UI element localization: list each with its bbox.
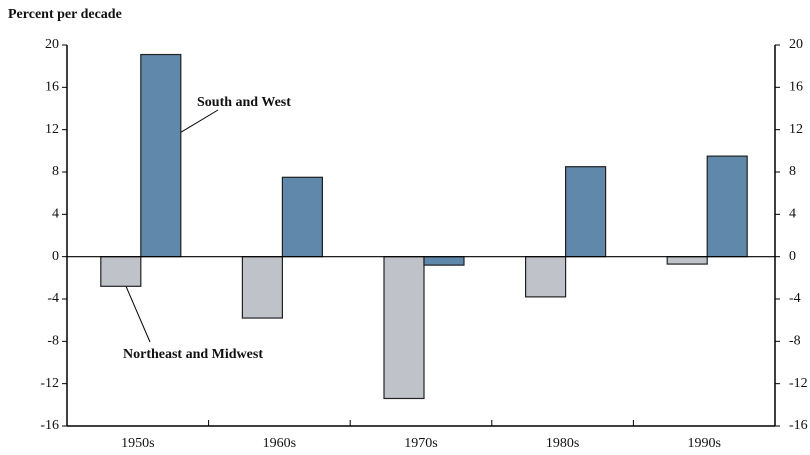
bar — [524, 256, 567, 298]
y-axis-label: Percent per decade — [8, 7, 122, 22]
y-tick-label: -12 — [40, 376, 59, 391]
y2-tick-label: 0 — [789, 249, 796, 264]
bar — [241, 256, 283, 319]
y2-tick-label: 8 — [789, 164, 796, 179]
y-tick-label: 20 — [45, 37, 59, 52]
bar — [140, 53, 182, 258]
bar — [281, 176, 323, 258]
y2-tick-label: 4 — [789, 207, 796, 222]
y-tick-label: 0 — [52, 249, 59, 264]
x-tick-label: 1950s — [121, 436, 154, 451]
x-tick-label: 1990s — [687, 436, 720, 451]
y2-tick-label: 20 — [789, 37, 803, 52]
bar — [666, 256, 708, 265]
x-tick-label: 1970s — [404, 436, 437, 451]
bar — [100, 256, 142, 287]
y-tick-label: -4 — [47, 291, 59, 306]
y2-tick-label: -4 — [789, 291, 801, 306]
y-tick-label: 8 — [52, 164, 59, 179]
bar — [423, 256, 465, 266]
y2-tick-label: -8 — [789, 334, 801, 349]
bar — [564, 166, 607, 258]
y2-tick-label: -12 — [789, 376, 808, 391]
bar — [706, 155, 748, 258]
bar — [383, 256, 425, 400]
y-tick-label: 16 — [45, 80, 59, 95]
y-tick-label: 4 — [52, 207, 59, 222]
x-tick-label: 1980s — [546, 436, 579, 451]
y-tick-label: -8 — [47, 334, 59, 349]
y-tick-label: 12 — [45, 122, 59, 137]
y2-tick-label: -16 — [789, 418, 808, 433]
y-tick-label: -16 — [40, 418, 59, 433]
y2-tick-label: 16 — [789, 80, 803, 95]
y2-tick-label: 12 — [789, 122, 803, 137]
leader-line — [121, 276, 151, 343]
annotation: South and West — [197, 95, 291, 110]
annotation: Northeast and Midwest — [123, 347, 263, 362]
x-tick-label: 1960s — [263, 436, 296, 451]
